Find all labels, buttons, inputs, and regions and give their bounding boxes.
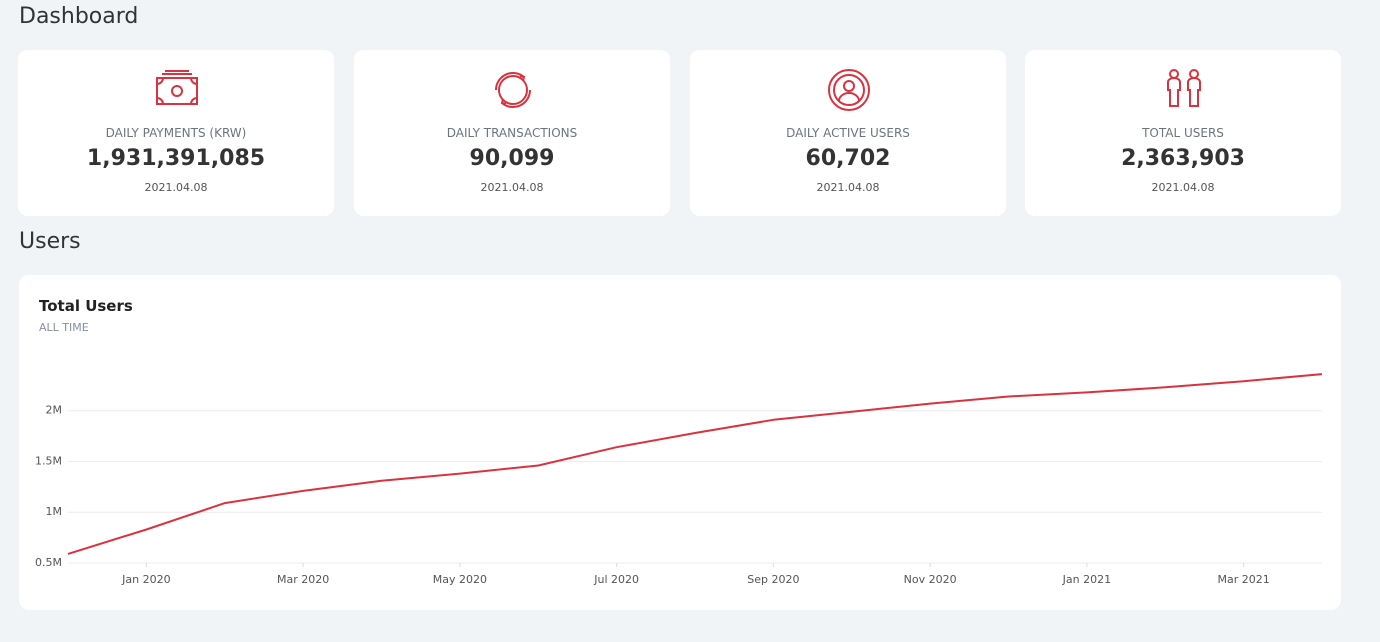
card-date: 2021.04.08 xyxy=(1151,181,1215,194)
cycle-icon xyxy=(494,71,532,109)
y-tick-label: 2M xyxy=(46,404,63,417)
stat-card: DAILY ACTIVE USERS 60,702 2021.04.08 xyxy=(690,50,1006,216)
chart-title: Total Users xyxy=(39,297,133,315)
card-value: 90,099 xyxy=(469,146,555,171)
chart-card: 0.5M 1M 1.5M 2M Jan 2020 Mar 2020 May 2020 Jul … xyxy=(19,275,1341,610)
section-title: Users xyxy=(19,229,81,254)
chart: 0.5M 1M 1.5M 2M Jan 2020 Mar 2020 May 2020 Jul … xyxy=(35,373,1323,586)
page-title: Dashboard xyxy=(19,4,139,29)
x-tick-label: Nov 2020 xyxy=(904,573,957,586)
x-tick-label: Sep 2020 xyxy=(747,573,799,586)
card-date: 2021.04.08 xyxy=(816,181,880,194)
money-icon xyxy=(156,70,198,105)
x-tick-label: Jan 2021 xyxy=(1062,573,1111,586)
card-label: DAILY ACTIVE USERS xyxy=(786,126,910,140)
card-date: 2021.04.08 xyxy=(480,181,544,194)
x-tick-label: Mar 2020 xyxy=(277,573,329,586)
stat-card: TOTAL USERS 2,363,903 2021.04.08 xyxy=(1025,50,1341,216)
stat-card: DAILY PAYMENTS (KRW) 1,931,391,085 2021.… xyxy=(18,50,334,216)
stat-card: DAILY TRANSACTIONS 90,099 2021.04.08 xyxy=(354,50,670,216)
y-tick-label: 1M xyxy=(46,505,63,518)
user-signal-icon xyxy=(828,69,870,111)
chart-subtitle: ALL TIME xyxy=(39,321,89,334)
card-label: DAILY PAYMENTS (KRW) xyxy=(105,126,247,140)
x-tick-label: Jan 2020 xyxy=(121,573,170,586)
card-label: TOTAL USERS xyxy=(1142,126,1224,140)
card-date: 2021.04.08 xyxy=(144,181,208,194)
card-label: DAILY TRANSACTIONS xyxy=(446,126,578,140)
card-value: 1,931,391,085 xyxy=(86,146,266,171)
x-tick-label: Mar 2021 xyxy=(1218,573,1270,586)
card-value: 60,702 xyxy=(805,146,891,171)
x-tick-label: May 2020 xyxy=(433,573,487,586)
card-value: 2,363,903 xyxy=(1121,146,1245,171)
users-icon xyxy=(1167,69,1201,107)
data-line xyxy=(67,373,1323,555)
y-tick-label: 0.5M xyxy=(35,556,62,569)
y-tick-label: 1.5M xyxy=(35,454,62,467)
x-tick-label: Jul 2020 xyxy=(593,573,639,586)
